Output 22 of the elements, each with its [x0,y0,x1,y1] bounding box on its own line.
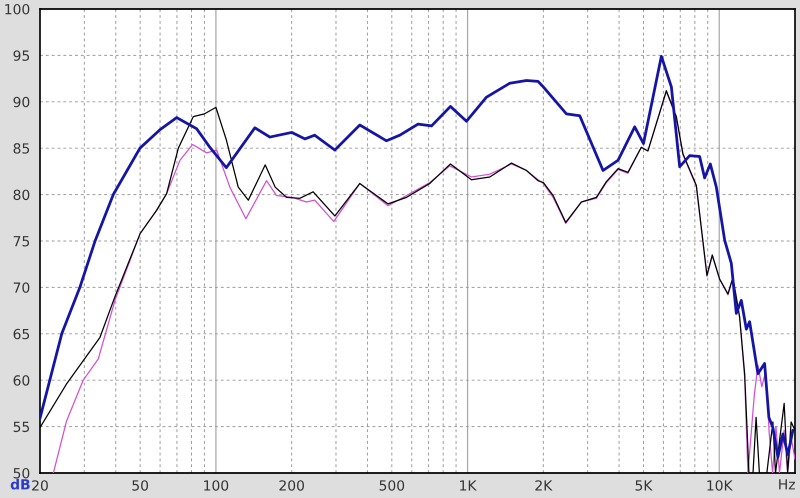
y-tick-label: 75 [14,236,30,246]
y-tick-label: 80 [14,190,30,200]
x-axis-title: Hz [779,479,795,490]
x-tick-label: 200 [279,480,304,491]
y-tick-label: 60 [14,375,30,386]
x-tick-label: 100 [204,480,228,491]
x-tick-label: 10K [707,480,733,491]
y-tick-label: 95 [13,50,30,61]
y-tick-label: 90 [13,96,30,108]
y-tick-label: 85 [14,143,30,154]
x-tick-label: 5K [636,480,653,491]
x-tick-label: 2K [535,480,553,490]
y-tick-label: 55 [14,422,30,432]
x-tick-label: 50 [132,480,148,491]
y-tick-label: 100 [5,4,30,14]
y-tick-label: 70 [14,282,30,293]
y-tick-label: 65 [14,328,30,340]
x-tick-label: 1K [460,480,477,490]
x-tick-label: 500 [380,480,404,491]
y-tick-label: 50 [14,468,30,478]
y-axis-title: dB [10,478,30,490]
x-tick-label: 20 [32,480,48,491]
